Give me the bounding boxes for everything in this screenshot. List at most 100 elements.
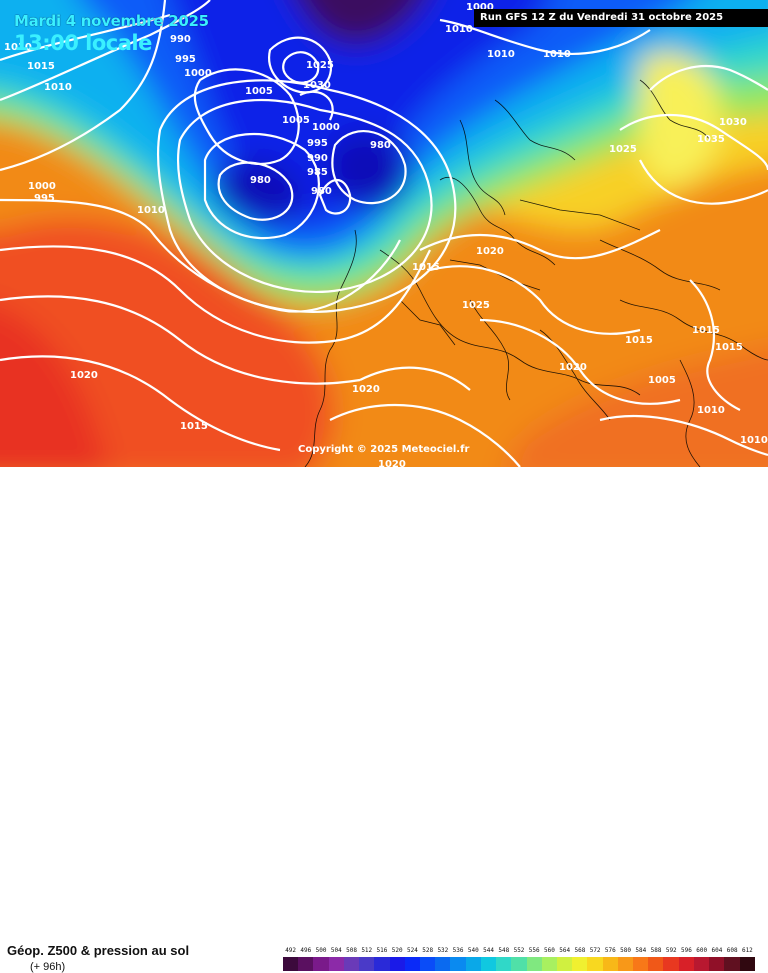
color-scale-swatch (633, 957, 649, 971)
color-scale-swatch (739, 957, 755, 971)
isobar-label: 1020 (70, 370, 98, 381)
copyright-notice: Copyright © 2025 Meteociel.fr (298, 444, 470, 455)
color-scale-label: 604 (711, 947, 723, 954)
color-scale-swatch (419, 957, 436, 971)
legend-title: Géop. Z500 & pression au sol (7, 943, 190, 958)
color-scale-label: 576 (604, 947, 616, 954)
color-scale-label: 508 (346, 947, 357, 954)
isobar-label: 1015 (180, 421, 208, 432)
isobar-label: 990 (307, 153, 328, 164)
isobar-label: 1005 (648, 375, 676, 386)
isobar-label: 1020 (378, 459, 406, 467)
isobar-label: 995 (34, 193, 55, 204)
isobar-label: 1010 (4, 42, 32, 53)
isobar-label: 990 (170, 34, 191, 45)
color-scale-label: 544 (483, 947, 494, 954)
color-scale-label: 588 (650, 947, 662, 954)
color-scale-label: 600 (696, 947, 708, 954)
isobar-label: 1015 (27, 61, 55, 72)
isobar-label: 1025 (462, 300, 490, 311)
color-scale-label: 580 (620, 947, 631, 954)
isobar-label: 1010 (697, 405, 725, 416)
isobar-label: 1030 (719, 117, 747, 128)
isobar-label: 980 (370, 140, 391, 151)
color-scale-label: 532 (437, 947, 449, 954)
isobar-label: 1020 (559, 362, 587, 373)
color-scale-swatch (343, 957, 360, 971)
isobar-label: 1005 (282, 115, 310, 126)
legend-subtitle: (+ 96h) (30, 961, 66, 973)
color-scale-label: 584 (635, 947, 647, 954)
color-scale-label: 596 (681, 947, 692, 954)
color-scale-label: 572 (589, 947, 601, 954)
color-scale-label: 512 (361, 947, 373, 954)
color-scale-swatch (435, 957, 451, 971)
color-scale-swatch (556, 957, 573, 971)
isobar-label: 1010 (487, 49, 515, 60)
color-scale-swatch (678, 957, 694, 971)
color-scale-swatch (693, 957, 710, 971)
color-scale-swatch (465, 957, 481, 971)
isobar-label: 1000 (184, 68, 212, 79)
color-scale-swatch (617, 957, 634, 971)
color-scale-label: 556 (528, 947, 540, 954)
isobar-labels: 1000 1010 1010 1010 1010 990 995 1000 10… (4, 2, 768, 467)
color-scale-swatch (389, 957, 405, 971)
isobar-label: 995 (175, 54, 196, 65)
isobar-label: 1025 (609, 144, 637, 155)
isobar-label: 1020 (476, 246, 504, 257)
color-scale-label: 564 (559, 947, 571, 954)
color-scale-label: 524 (406, 947, 418, 954)
isobar-label: 1025 (306, 60, 334, 71)
color-scale-swatch (404, 957, 420, 971)
color-scale-swatch (298, 957, 314, 971)
isobar-label: 980 (311, 186, 332, 197)
isobar-label: 985 (307, 167, 328, 178)
color-scale-swatch (572, 957, 588, 971)
color-scale-label: 516 (376, 947, 388, 954)
color-scale-swatch (480, 957, 497, 971)
color-scale-label: 548 (498, 947, 510, 954)
color-scale-label: 536 (452, 947, 464, 954)
isobar-label: 1015 (625, 335, 653, 346)
isobar-label: 1035 (697, 134, 725, 145)
isobar-label: 1010 (543, 49, 571, 60)
color-scale-label: 568 (574, 947, 586, 954)
isobar-label: 1005 (245, 86, 273, 97)
color-scale-swatch (496, 957, 512, 971)
map-canvas: 1000 1010 1010 1010 1010 990 995 1000 10… (0, 0, 768, 467)
isobar-label: 1015 (715, 342, 743, 353)
isobar-label: 1000 (28, 181, 56, 192)
color-scale-swatch (450, 957, 466, 971)
color-scale-swatch (709, 957, 725, 971)
isobars (0, 0, 768, 467)
color-scale-swatch (283, 957, 299, 971)
forecast-date-title: Mardi 4 novembre 2025 (14, 12, 209, 30)
color-scale: 492 496 500 504 508 512 516 520 524 528 532 536 540 5… (283, 947, 755, 971)
color-scale-swatch (511, 957, 527, 971)
color-scale-label: 528 (422, 947, 434, 954)
color-scale-swatch (724, 957, 740, 971)
color-scale-swatch (374, 957, 390, 971)
color-scale-label: 520 (391, 947, 403, 954)
color-scale-swatch (663, 957, 679, 971)
color-scale-swatch (541, 957, 557, 971)
isobar-label: 1015 (692, 325, 720, 336)
isobar-label: 1010 (445, 24, 473, 35)
color-scale-label: 496 (300, 947, 312, 954)
color-scale-label: 504 (330, 947, 342, 954)
color-scale-swatches (283, 957, 755, 971)
isobar-label: 1020 (352, 384, 380, 395)
color-scale-label: 540 (467, 947, 479, 954)
color-scale-label: 608 (726, 947, 738, 954)
color-scale-swatch (359, 957, 375, 971)
coastlines (304, 79, 768, 467)
color-scale-label: 560 (544, 947, 555, 954)
isobar-label: 1015 (412, 262, 440, 273)
color-scale-swatch (328, 957, 344, 971)
color-scale-label: 612 (741, 947, 753, 954)
color-scale-label: 592 (665, 947, 677, 954)
legend-footer: Géop. Z500 & pression au sol (+ 96h) 492… (0, 467, 768, 973)
isobar-label: 1030 (303, 80, 331, 91)
color-scale-swatch (648, 957, 664, 971)
